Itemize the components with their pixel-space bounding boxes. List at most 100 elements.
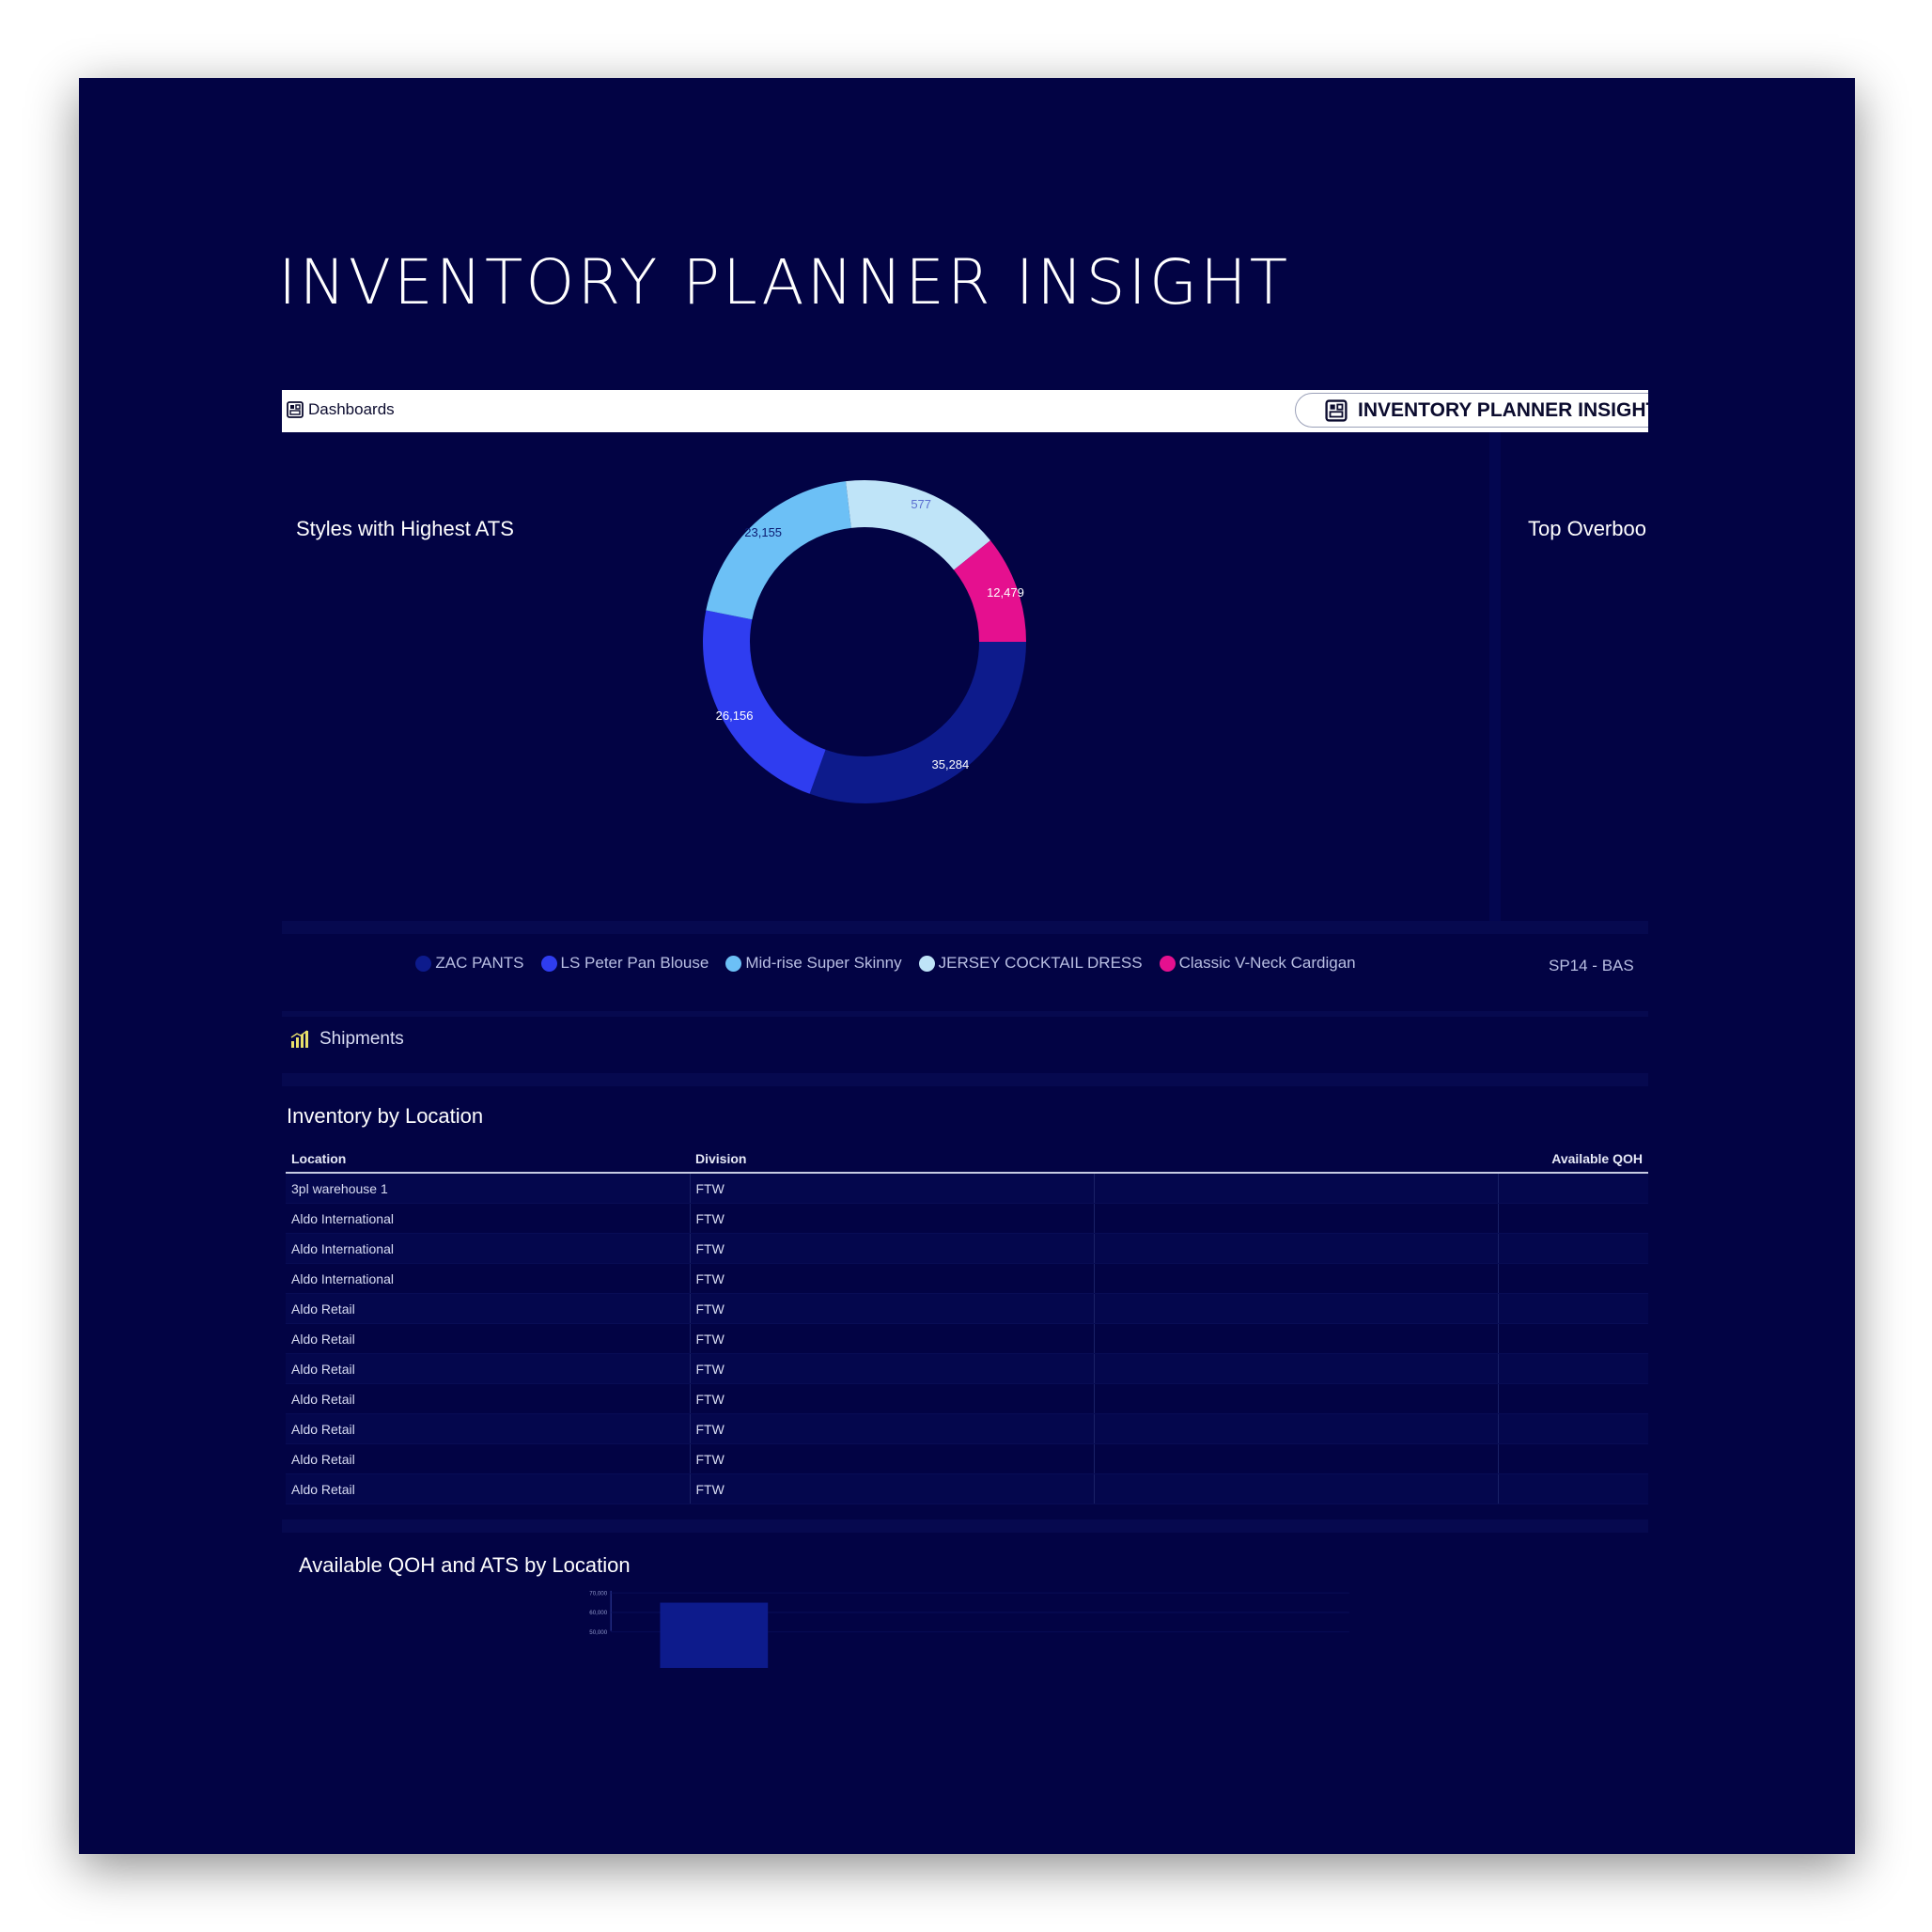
section-divider <box>282 1519 1648 1533</box>
legend-label: Mid-rise Super Skinny <box>745 954 902 972</box>
table-cell: FTW <box>690 1383 1095 1414</box>
donut-data-label: 23,155 <box>744 525 782 539</box>
breadcrumb-label: Dashboards <box>308 400 395 418</box>
table-cell <box>1094 1203 1499 1234</box>
donut-slice-4[interactable] <box>954 540 1026 642</box>
table-row[interactable]: Aldo Retail FTW <box>286 1443 1648 1474</box>
legend-label: ZAC PANTS <box>435 954 524 972</box>
donut-slice-3[interactable] <box>846 480 990 570</box>
dashboard-icon <box>1325 398 1348 422</box>
table-cell <box>1094 1473 1499 1504</box>
bar-chart[interactable]: 70,000 60,000 50,000 <box>282 1583 1648 1668</box>
donut-slice-2[interactable] <box>706 481 851 620</box>
legend-item[interactable]: LS Peter Pan Blouse <box>540 954 709 973</box>
table-cell: FTW <box>690 1293 1095 1324</box>
dashboard-icon <box>287 401 304 418</box>
y-tick-label: 50,000 <box>589 1629 607 1636</box>
dashboard-viewport[interactable]: Dashboards INVENTORY PLANNER INSIGHT Sty… <box>282 390 1648 1668</box>
right-card-title: Top Overboo <box>1528 517 1646 540</box>
table-cell <box>1498 1293 1648 1324</box>
table-header-row: Location Division Available QOH <box>286 1145 1648 1174</box>
y-tick-label: 60,000 <box>589 1610 607 1616</box>
column-header[interactable]: Available QOH <box>1498 1145 1648 1174</box>
table-cell: Aldo Retail <box>286 1443 691 1474</box>
table-cell <box>1498 1203 1648 1234</box>
shipments-label: Shipments <box>319 1029 404 1049</box>
table-cell <box>1498 1473 1648 1504</box>
table-cell <box>1498 1323 1648 1354</box>
table-cell <box>1094 1233 1499 1264</box>
table-cell <box>1498 1353 1648 1384</box>
donut-chart[interactable]: 35,284 26,156 23,155 577 12,479 <box>677 454 1052 830</box>
table-row[interactable]: Aldo Retail FTW <box>286 1293 1648 1324</box>
table-cell: FTW <box>690 1173 1095 1204</box>
column-header[interactable]: Division <box>690 1145 1094 1174</box>
legend-item[interactable]: ZAC PANTS <box>415 954 524 973</box>
donut-slice-1[interactable] <box>703 610 826 794</box>
table-cell: FTW <box>690 1323 1095 1354</box>
section-divider <box>282 921 1648 934</box>
table-row[interactable]: Aldo Retail FTW <box>286 1353 1648 1384</box>
table-cell <box>1094 1443 1499 1474</box>
table-cell: Aldo Retail <box>286 1473 691 1504</box>
bar-card-title: Available QOH and ATS by Location <box>299 1553 631 1577</box>
section-divider <box>282 1073 1648 1086</box>
table-cell: Aldo International <box>286 1203 691 1234</box>
table-cell <box>1094 1263 1499 1294</box>
legend-item[interactable]: Classic V-Neck Cardigan <box>1159 954 1356 973</box>
legend-swatch <box>1159 955 1176 972</box>
bar[interactable] <box>660 1602 769 1668</box>
table-cell: Aldo Retail <box>286 1413 691 1444</box>
table-row[interactable]: Aldo Retail FTW <box>286 1323 1648 1354</box>
legend-label: LS Peter Pan Blouse <box>560 954 709 972</box>
table-cell <box>1094 1173 1499 1204</box>
right-card-label: SP14 - BAS <box>1549 957 1634 974</box>
section-divider <box>282 1011 1648 1017</box>
legend-swatch <box>725 955 742 972</box>
table-row[interactable]: 3pl warehouse 1 FTW <box>286 1173 1648 1204</box>
dashboard-name-pill[interactable]: INVENTORY PLANNER INSIGHT <box>1295 393 1648 428</box>
inventory-table-title: Inventory by Location <box>287 1104 484 1128</box>
donut-data-label: 12,479 <box>987 585 1024 600</box>
donut-data-label: 577 <box>911 497 931 511</box>
donut-slice-0[interactable] <box>809 642 1026 803</box>
legend-label: JERSEY COCKTAIL DRESS <box>938 954 1143 972</box>
y-tick-label: 70,000 <box>589 1590 607 1597</box>
dashboard-frame: INVENTORY PLANNER INSIGHT Dashboards <box>79 78 1855 1854</box>
table-cell: FTW <box>690 1263 1095 1294</box>
donut-data-label: 35,284 <box>932 757 970 771</box>
table-cell: Aldo International <box>286 1263 691 1294</box>
dashboard-name: INVENTORY PLANNER INSIGHT <box>1358 398 1648 421</box>
legend-swatch <box>918 955 935 972</box>
table-cell: FTW <box>690 1353 1095 1384</box>
table-cell <box>1498 1443 1648 1474</box>
table-row[interactable]: Aldo Retail FTW <box>286 1413 1648 1444</box>
hero-title: INVENTORY PLANNER INSIGHT <box>278 246 1291 319</box>
table-cell <box>1094 1413 1499 1444</box>
table-cell: FTW <box>690 1443 1095 1474</box>
table-row[interactable]: Aldo International FTW <box>286 1203 1648 1234</box>
shipments-link[interactable]: Shipments <box>289 1029 404 1050</box>
inventory-table: Location Division Available QOH 3pl wareho… <box>286 1145 1648 1504</box>
table-cell: 3pl warehouse 1 <box>286 1173 691 1204</box>
table-row[interactable]: Aldo International FTW <box>286 1263 1648 1294</box>
table-cell <box>1498 1383 1648 1414</box>
table-cell: Aldo Retail <box>286 1383 691 1414</box>
table-row[interactable]: Aldo Retail FTW <box>286 1473 1648 1504</box>
column-header[interactable]: Location <box>286 1145 690 1174</box>
table-cell <box>1498 1173 1648 1204</box>
table-cell: Aldo International <box>286 1233 691 1264</box>
table-cell <box>1498 1233 1648 1264</box>
legend-item[interactable]: Mid-rise Super Skinny <box>725 954 902 973</box>
breadcrumb[interactable]: Dashboards <box>286 400 395 419</box>
legend-item[interactable]: JERSEY COCKTAIL DRESS <box>918 954 1143 973</box>
table-cell <box>1094 1353 1499 1384</box>
donut-card-title: Styles with Highest ATS <box>296 517 514 540</box>
table-cell: Aldo Retail <box>286 1293 691 1324</box>
table-row[interactable]: Aldo Retail FTW <box>286 1383 1648 1414</box>
table-row[interactable]: Aldo International FTW <box>286 1233 1648 1264</box>
legend-label: Classic V-Neck Cardigan <box>1178 954 1356 972</box>
column-header[interactable] <box>1094 1145 1498 1174</box>
table-cell <box>1094 1383 1499 1414</box>
table-cell <box>1498 1263 1648 1294</box>
